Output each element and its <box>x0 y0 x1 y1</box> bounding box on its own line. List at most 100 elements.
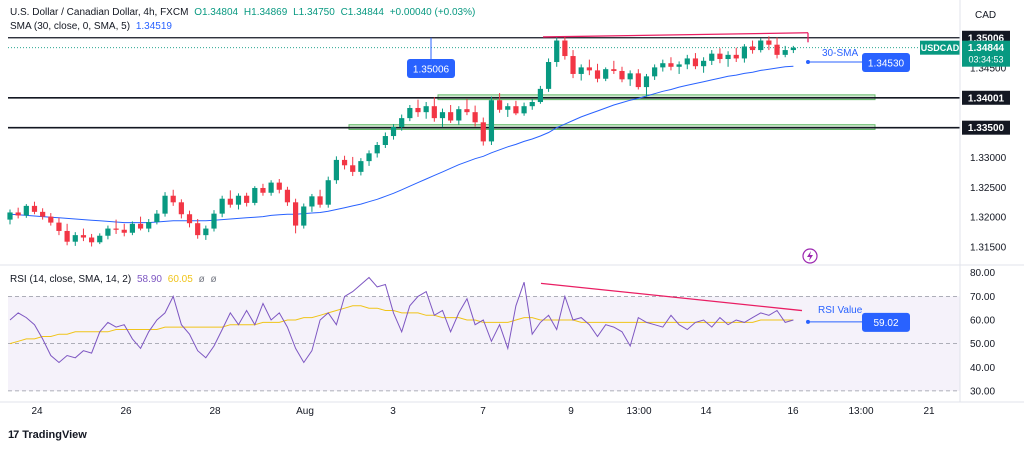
candle-body <box>309 196 315 207</box>
candle-body <box>113 228 119 230</box>
candle-body <box>668 63 674 67</box>
level-label-text: 1.35006 <box>968 33 1005 44</box>
level-label-text: 1.33500 <box>968 123 1005 134</box>
candle-body <box>244 195 250 203</box>
candle-body <box>431 106 437 119</box>
candle-body <box>562 40 568 57</box>
level-label-text: 1.34001 <box>968 93 1005 104</box>
candle-body <box>423 106 429 113</box>
logo-text: TradingView <box>22 429 87 441</box>
candle-body <box>684 58 690 65</box>
candle-body <box>211 213 217 229</box>
candle-body <box>709 53 715 61</box>
symbol-tag-text: USDCAD <box>921 43 960 53</box>
candle-body <box>627 73 633 80</box>
y-axis: 1.31500 1.32000 1.32500 1.33000 1.34500 CAD 1.… <box>920 10 1010 397</box>
y-tick-label: 1.32000 <box>970 213 1007 224</box>
candle-body <box>56 222 62 231</box>
candle-body <box>89 237 95 243</box>
rsi-annotation-label: RSI Value <box>818 305 863 316</box>
rsi-pane: RSI Value 59.02 <box>8 276 960 392</box>
price-legend: U.S. Dollar / Canadian Dollar, 4h, FXCM … <box>10 7 478 18</box>
candle-body <box>399 118 405 128</box>
level-label-box <box>962 120 1010 135</box>
x-tick-label: 14 <box>700 406 712 417</box>
candle-body <box>448 112 454 121</box>
x-tick-label: Aug <box>296 406 314 417</box>
candle-body <box>570 56 576 74</box>
candle-body <box>505 106 511 110</box>
rsi-y-tick-label: 70.00 <box>970 292 995 303</box>
rsi-value: 58.90 <box>136 274 162 285</box>
candle-body <box>276 182 282 190</box>
candle-body <box>594 70 601 79</box>
x-tick-label: 7 <box>480 406 486 417</box>
candle-body <box>219 198 225 214</box>
candle-body <box>603 69 609 79</box>
candle-body <box>725 54 731 60</box>
candle-body <box>366 153 372 162</box>
candle-body <box>162 195 168 214</box>
candle-body <box>301 206 307 226</box>
currency-label: CAD <box>975 10 996 21</box>
candle-body <box>774 44 780 55</box>
candle-body <box>472 112 478 123</box>
marker-label-text: 1.35006 <box>413 65 450 76</box>
candle-body <box>619 70 625 80</box>
candle-body <box>129 223 135 233</box>
sma-value-box <box>862 53 910 72</box>
candle-body <box>782 50 788 55</box>
rsi-y-tick-label: 50.00 <box>970 339 995 350</box>
candle-body <box>317 196 323 205</box>
x-tick-label: 16 <box>787 406 799 417</box>
lightning-icon <box>802 248 818 264</box>
candle-body <box>358 161 364 172</box>
y-tick-label: 1.32500 <box>970 183 1007 194</box>
candle-body <box>790 47 796 51</box>
x-axis: 24 26 28 Aug 3 7 9 13:00 14 16 13:00 21 <box>31 406 935 417</box>
candle-body <box>80 235 87 238</box>
level-label-box <box>962 90 1010 105</box>
candle-body <box>64 230 70 242</box>
candle-body <box>146 222 152 229</box>
candle-body <box>635 73 641 88</box>
open-value: O1.34804 <box>194 7 239 18</box>
rsi-legend[interactable]: RSI (14, close, SMA, 14, 2) 58.90 60.05 … <box>10 274 220 285</box>
candle-body <box>284 189 291 203</box>
candle-body <box>178 202 184 215</box>
symbol-title[interactable]: U.S. Dollar / Canadian Dollar, 4h, FXCM <box>10 7 189 18</box>
candle-body <box>390 127 397 137</box>
price-tag-value: 1.34844 <box>968 43 1005 54</box>
sma-legend[interactable]: SMA (30, close, 0, SMA, 5) 1.34519 <box>10 21 175 32</box>
candle-body <box>333 159 339 181</box>
x-tick-label: 24 <box>31 406 43 417</box>
candle-body <box>497 100 503 110</box>
x-tick-label: 3 <box>390 406 396 417</box>
rsi-divergence-line <box>540 282 803 312</box>
price-divergence-line <box>542 32 809 38</box>
candle-body <box>529 102 535 107</box>
candle-body <box>7 212 13 220</box>
x-tick-label: 13:00 <box>626 406 651 417</box>
x-tick-label: 21 <box>923 406 935 417</box>
candle-body <box>350 165 356 172</box>
candle-body <box>766 40 772 45</box>
candle-body <box>660 63 666 68</box>
candle-body <box>252 187 258 203</box>
candle-body <box>260 187 266 193</box>
rsi-extra-1: ø <box>198 274 205 285</box>
marker-label-box <box>407 59 455 78</box>
candle-body <box>733 54 739 59</box>
y-tick-label: 1.31500 <box>970 243 1007 254</box>
symbol-tag-box <box>920 40 960 55</box>
sma-annotation-label: 30-SMA <box>822 48 858 59</box>
x-tick-label: 28 <box>209 406 221 417</box>
candle-body <box>341 159 348 166</box>
candle-body <box>537 88 543 103</box>
candle-body <box>227 198 233 205</box>
price-pane: 1.35006 30-SMA 1.34530 <box>7 32 960 264</box>
rsi-extra-2: ø <box>210 274 217 285</box>
candle-body <box>464 109 470 113</box>
tradingview-logo[interactable]: 17 TradingView <box>8 429 87 441</box>
